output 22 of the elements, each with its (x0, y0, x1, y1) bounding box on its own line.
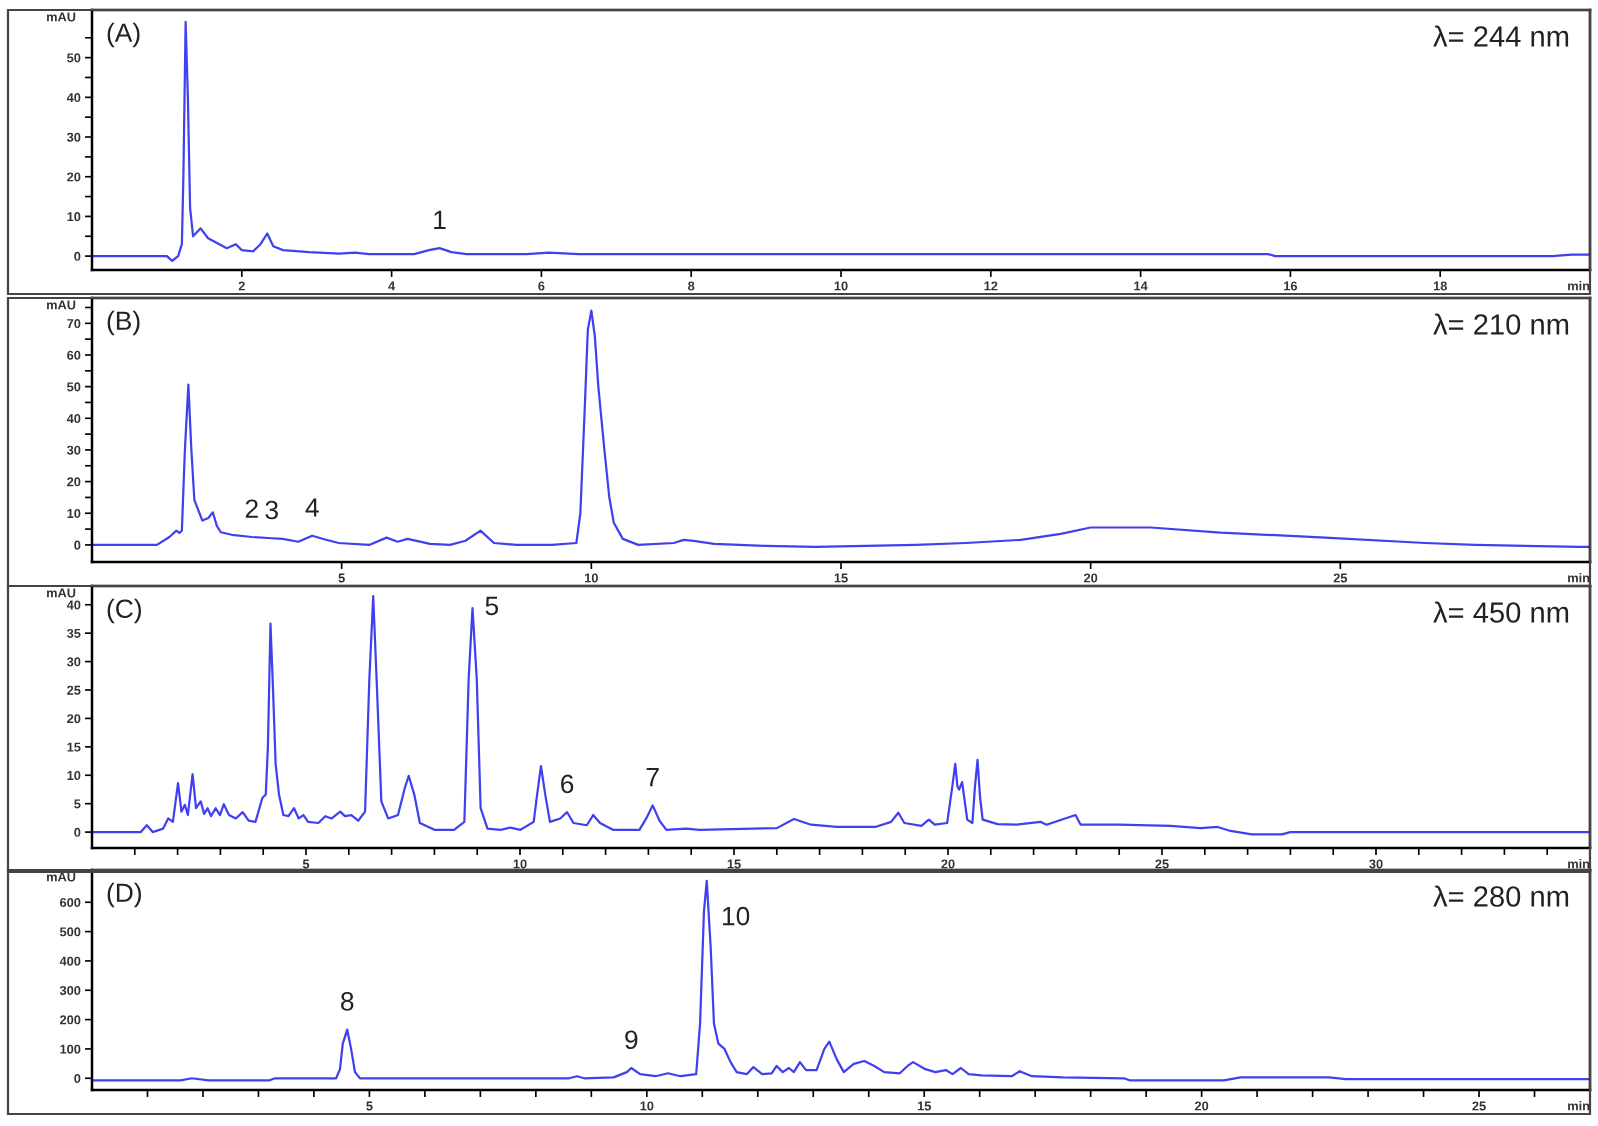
chart-subtitle: λ= 210 nm (1433, 313, 1569, 335)
chart-title: (A) (107, 22, 140, 48)
chart-subtitle: λ= 450 nm (1433, 601, 1569, 623)
chart-title: (C) (107, 598, 141, 624)
chart-title: (D) (107, 882, 141, 908)
line-series (92, 879, 1590, 1082)
annotation: 1 (434, 210, 446, 229)
line-series (92, 595, 1590, 836)
line-series (92, 309, 1590, 548)
chart-subtitle: λ= 244 nm (1433, 25, 1569, 47)
annotation: 8 (341, 991, 354, 1011)
chart-subtitle: λ= 280 nm (1433, 885, 1569, 907)
annotation: 3 (265, 500, 278, 520)
annotation: 6 (561, 774, 574, 794)
annotation: 10 (722, 906, 750, 926)
annotation: 5 (485, 596, 499, 616)
annotation: 7 (646, 768, 659, 787)
line-series (92, 20, 1590, 262)
annotation: 4 (305, 498, 319, 517)
annotation: 9 (625, 1030, 638, 1050)
chart-title: (B) (107, 310, 140, 336)
annotation: 2 (245, 499, 258, 518)
